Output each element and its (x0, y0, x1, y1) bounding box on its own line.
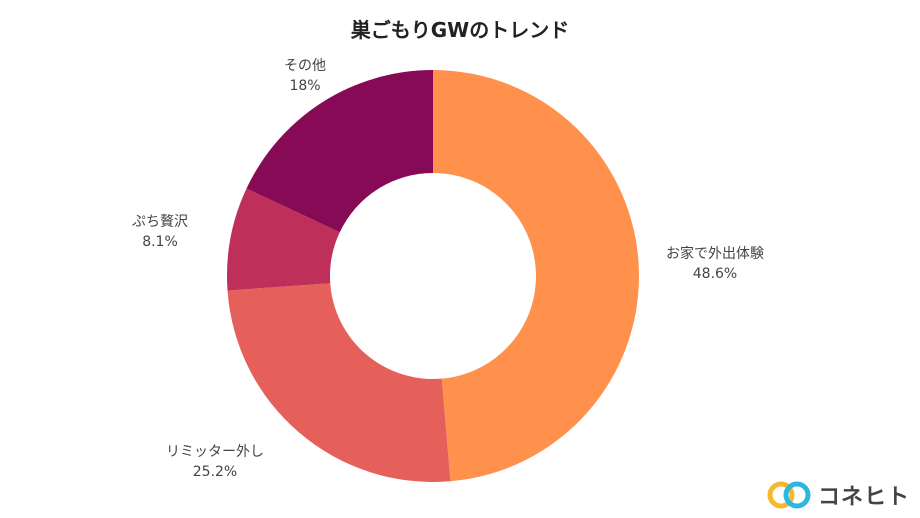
brand-logo: コネヒト (766, 480, 910, 510)
chart-title: 巣ごもりGWのトレンド (350, 18, 570, 42)
slice-label-other-name: その他 (284, 58, 326, 74)
slice-label-luxury: ぷち贅沢 8.1% (110, 212, 210, 252)
slice-label-limiter-name: リミッター外し (166, 444, 264, 460)
brand-mark-icon (767, 481, 811, 509)
slice-label-limiter-value: 25.2% (192, 464, 238, 480)
slice-label-luxury-name: ぷち贅沢 (131, 214, 189, 230)
slice-label-outing: お家で外出体験 48.6% (650, 244, 780, 284)
slice-other (246, 70, 433, 233)
slice-outing (433, 70, 640, 482)
slice-luxury (227, 188, 340, 291)
slice-label-other-value: 18% (289, 78, 321, 94)
brand-name: コネヒト (817, 485, 910, 510)
slice-label-limiter: リミッター外し 25.2% (140, 442, 290, 482)
slice-label-other: その他 18% (250, 56, 360, 96)
slice-label-luxury-value: 8.1% (142, 234, 178, 250)
slice-label-outing-name: お家で外出体験 (666, 246, 764, 262)
slice-limiter (227, 283, 451, 482)
slice-label-outing-value: 48.6% (692, 266, 738, 282)
